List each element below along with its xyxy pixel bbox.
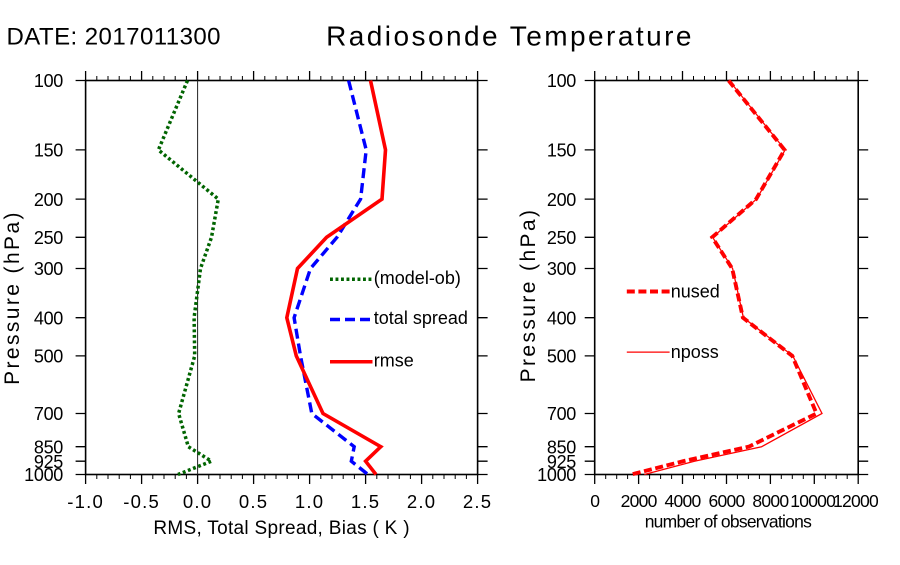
svg-text:0: 0 [590, 491, 600, 511]
svg-text:Pressure (hPa): Pressure (hPa) [1, 210, 24, 385]
svg-text:total spread: total spread [374, 308, 468, 328]
svg-text:nused: nused [671, 281, 720, 301]
svg-text:400: 400 [547, 308, 576, 328]
svg-text:Radiosonde Temperature: Radiosonde Temperature [326, 20, 694, 51]
svg-text:4000: 4000 [665, 491, 702, 511]
svg-text:rmse: rmse [374, 351, 414, 371]
svg-text:2.0: 2.0 [407, 491, 436, 512]
svg-text:1000: 1000 [24, 465, 63, 485]
svg-text:500: 500 [34, 347, 63, 367]
svg-text:1.0: 1.0 [295, 491, 324, 512]
svg-text:925: 925 [547, 452, 576, 472]
svg-text:700: 700 [34, 404, 63, 424]
svg-text:400: 400 [34, 308, 63, 328]
svg-text:300: 300 [547, 259, 576, 279]
svg-text:2.5: 2.5 [463, 491, 492, 512]
svg-text:150: 150 [547, 141, 576, 161]
svg-text:925: 925 [34, 452, 63, 472]
svg-text:850: 850 [34, 437, 63, 457]
svg-text:6000: 6000 [709, 491, 746, 511]
svg-text:700: 700 [547, 404, 576, 424]
svg-text:12000: 12000 [833, 491, 879, 511]
svg-text:850: 850 [547, 437, 576, 457]
svg-text:-0.5: -0.5 [123, 491, 160, 512]
svg-text:1.5: 1.5 [351, 491, 380, 512]
svg-text:DATE: 2017011300: DATE: 2017011300 [7, 24, 221, 51]
svg-text:200: 200 [547, 190, 576, 210]
svg-text:2000: 2000 [621, 491, 658, 511]
svg-text:0.5: 0.5 [239, 491, 268, 512]
svg-text:RMS, Total Spread, Bias ( K ): RMS, Total Spread, Bias ( K ) [153, 518, 410, 539]
svg-text:8000: 8000 [752, 491, 789, 511]
svg-text:250: 250 [547, 228, 576, 248]
svg-text:number of observations: number of observations [645, 512, 812, 532]
svg-text:1000: 1000 [537, 465, 576, 485]
svg-text:150: 150 [34, 141, 63, 161]
svg-text:Pressure (hPa): Pressure (hPa) [517, 208, 540, 383]
svg-text:10000: 10000 [790, 491, 836, 511]
svg-text:nposs: nposs [671, 342, 719, 362]
svg-text:300: 300 [34, 259, 63, 279]
svg-text:(model-ob): (model-ob) [374, 268, 461, 288]
svg-text:0.0: 0.0 [183, 491, 212, 512]
svg-text:500: 500 [547, 347, 576, 367]
svg-text:-1.0: -1.0 [67, 491, 104, 512]
svg-text:100: 100 [547, 71, 576, 91]
svg-text:250: 250 [34, 228, 63, 248]
svg-text:200: 200 [34, 190, 63, 210]
svg-text:100: 100 [34, 71, 63, 91]
